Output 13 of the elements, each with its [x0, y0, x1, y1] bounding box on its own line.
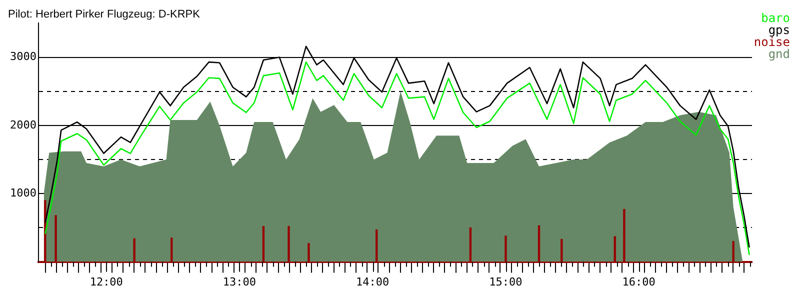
text: gps: [768, 23, 790, 37]
text: gnd: [767, 47, 790, 61]
x-tick-label: 14:00: [356, 275, 390, 288]
x-tick-label: 12:00: [90, 275, 123, 288]
y-tick-label: 3000: [10, 50, 36, 64]
text: noise: [754, 35, 790, 49]
x-tick-label: 15:00: [489, 275, 522, 288]
y-tick-label: 2000: [10, 118, 36, 132]
y-tick-label: 1000: [10, 186, 36, 200]
x-tick-label: 16:00: [622, 275, 656, 288]
text: baro: [760, 11, 790, 25]
x-tick-label: 13:00: [222, 275, 256, 288]
chart-title: Pilot: Herbert Pirker Flugzeug: D-KRPK: [8, 8, 201, 21]
